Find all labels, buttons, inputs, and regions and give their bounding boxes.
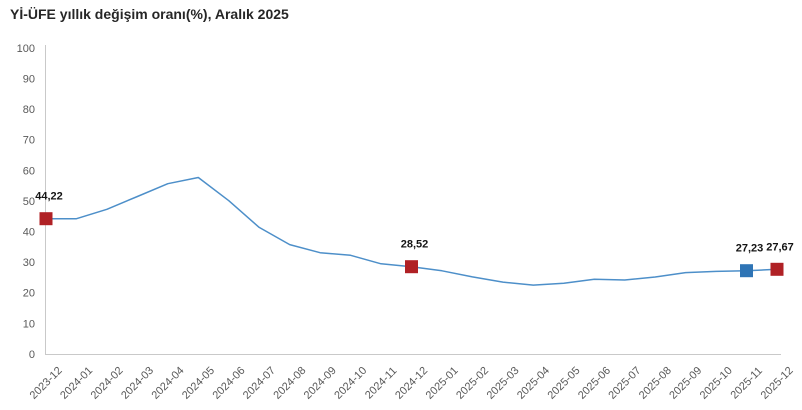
- x-axis-label: 2025-06: [576, 365, 613, 402]
- marker-2024-12: [405, 260, 418, 274]
- x-axis-label: 2025-02: [454, 365, 491, 402]
- x-axis-label: 2025-05: [545, 365, 582, 402]
- x-axis-label: 2025-07: [606, 365, 643, 402]
- x-axis-label: 2025-11: [728, 365, 764, 401]
- y-axis-label: 90: [23, 73, 35, 85]
- x-axis-label: 2025-04: [515, 365, 552, 402]
- x-axis-label: 2024-08: [271, 365, 308, 402]
- x-axis-label: 2024-01: [58, 365, 95, 402]
- marker-2025-11: [740, 264, 753, 278]
- marker-2025-12: [770, 262, 784, 276]
- y-axis-label: 10: [23, 318, 35, 330]
- x-axis-label: 2024-05: [180, 365, 217, 402]
- x-axis-label: 2024-03: [119, 365, 156, 402]
- y-axis-label: 100: [17, 43, 35, 55]
- y-axis-label: 20: [23, 288, 35, 300]
- x-axis-label: 2025-09: [667, 365, 704, 402]
- y-axis-label: 80: [23, 104, 35, 116]
- point-label-2024-12: 28,52: [401, 239, 429, 251]
- x-axis-label: 2024-04: [149, 365, 186, 402]
- x-axis-label: 2025-12: [759, 365, 796, 402]
- chart-title: Yİ-ÜFE yıllık değişim oranı(%), Aralık 2…: [10, 6, 289, 22]
- x-axis-label: 2024-11: [363, 365, 399, 401]
- y-axis-label: 60: [23, 165, 35, 177]
- x-axis-label: 2025-08: [637, 365, 674, 402]
- point-label-2025-11: 27,23: [736, 243, 764, 255]
- x-axis-label: 2024-09: [302, 365, 339, 402]
- y-axis-label: 30: [23, 257, 35, 269]
- marker-2023-12: [39, 212, 53, 226]
- x-axis-label: 2024-12: [393, 365, 430, 402]
- x-axis-label: 2025-03: [485, 365, 522, 402]
- y-axis-label: 40: [23, 226, 35, 238]
- x-axis-label: 2025-01: [424, 365, 461, 402]
- point-label-2023-12: 44,22: [35, 191, 63, 203]
- x-axis-label: 2024-06: [210, 365, 247, 402]
- x-axis-label: 2023-12: [28, 365, 65, 402]
- x-axis-label: 2024-02: [89, 365, 126, 402]
- x-axis-label: 2025-10: [698, 365, 735, 402]
- x-axis-label: 2024-07: [241, 365, 278, 402]
- axis-lines: [45, 45, 781, 355]
- point-label-2025-12: 27,67: [766, 241, 794, 253]
- y-axis-label: 70: [23, 135, 35, 147]
- y-axis-label: 0: [29, 349, 35, 361]
- x-axis-label: 2024-10: [332, 365, 369, 402]
- y-axis-label: 50: [23, 196, 35, 208]
